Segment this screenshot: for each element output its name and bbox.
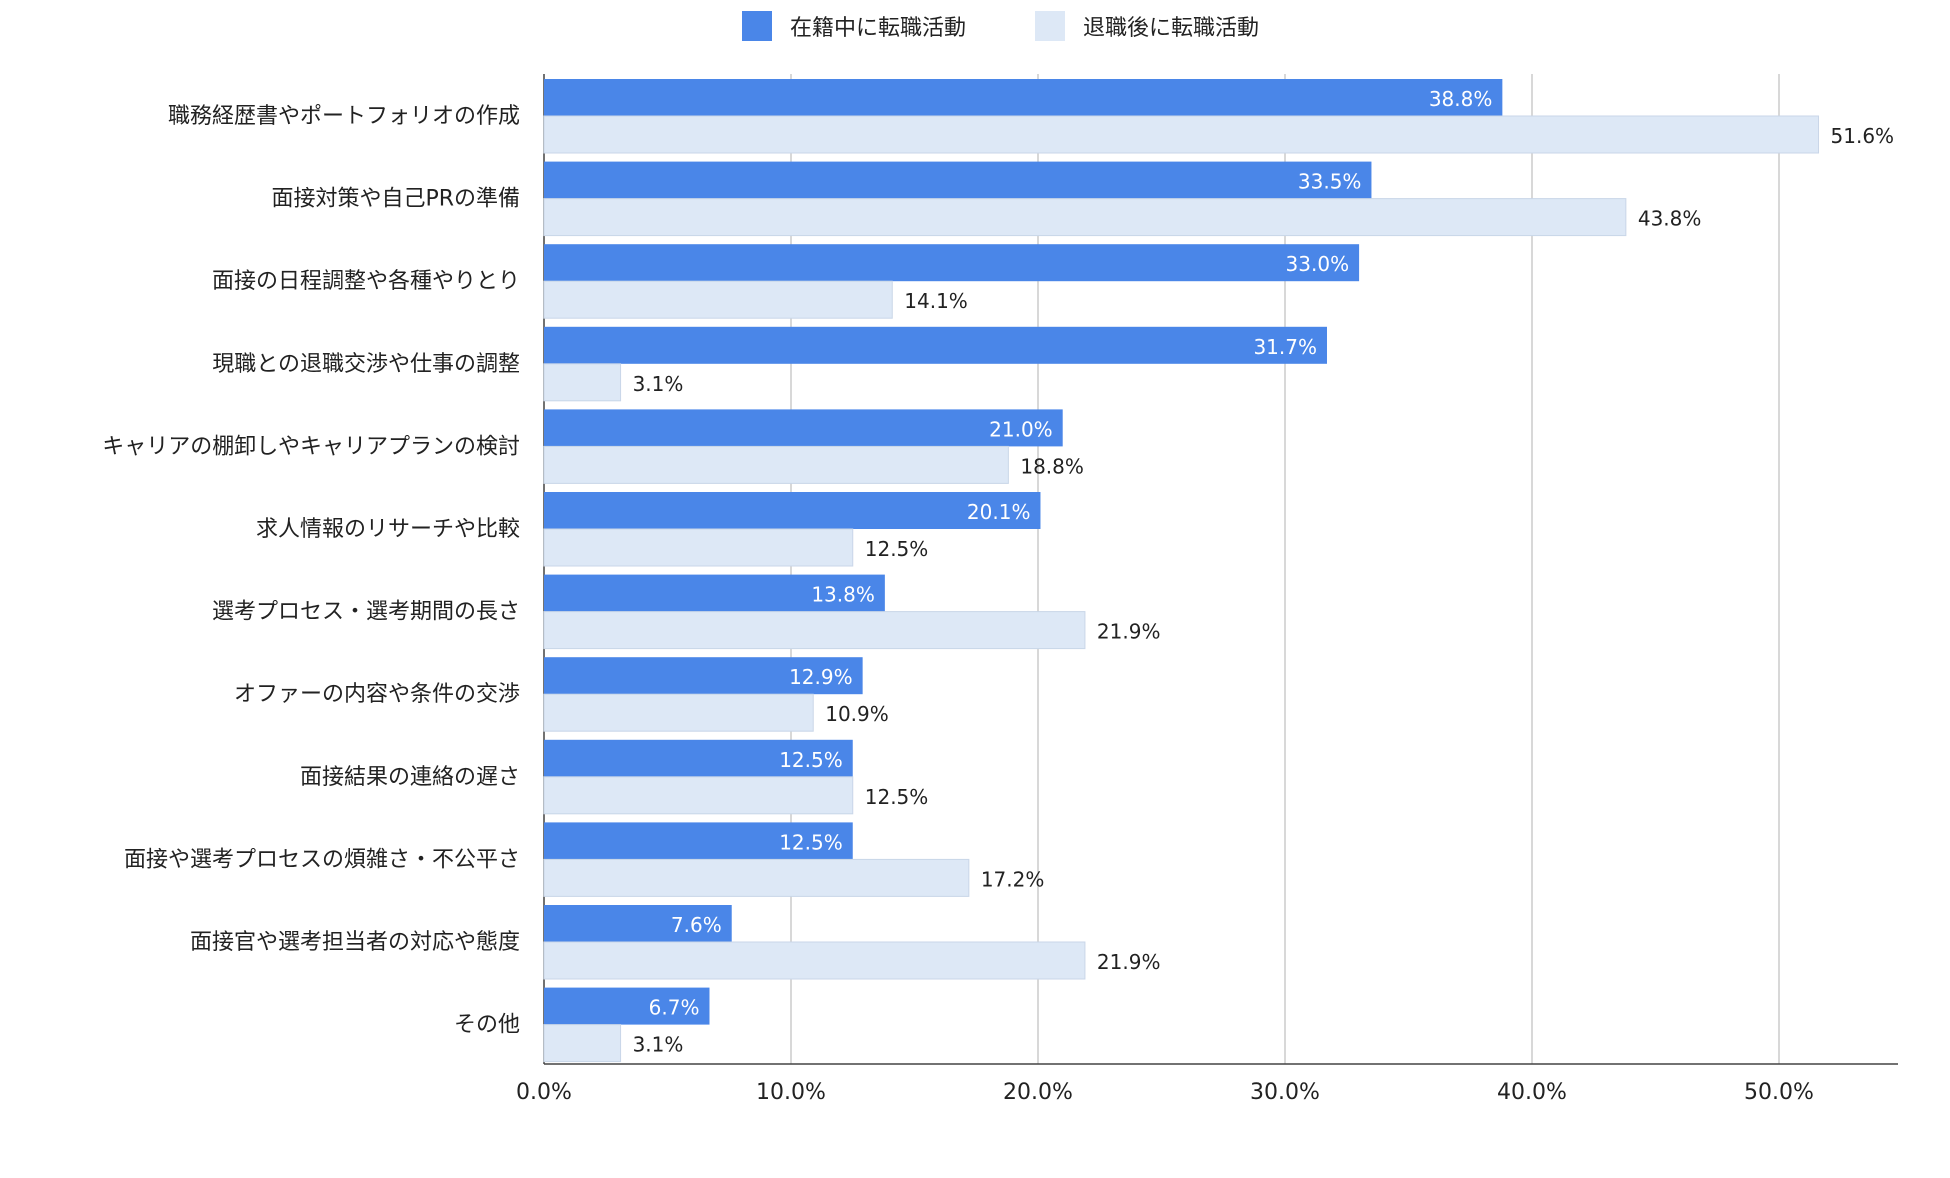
data-label-series-1: 12.5%	[779, 830, 843, 854]
x-tick-label: 50.0%	[1744, 1080, 1814, 1105]
category-label: 面接の日程調整や各種やりとり	[212, 269, 520, 294]
category-label: 面接官や選考担当者の対応や態度	[190, 930, 520, 955]
bar-series-2	[543, 280, 893, 319]
category-label: 面接や選考プロセスの煩雑さ・不公平さ	[124, 847, 520, 872]
data-label-series-1: 20.1%	[967, 500, 1031, 524]
data-label-series-1: 7.6%	[671, 913, 722, 937]
data-label-series-2: 51.6%	[1831, 124, 1895, 148]
bar-series-2	[543, 1024, 622, 1063]
bar-series-2	[543, 528, 854, 567]
category-label: キャリアの棚卸しやキャリアプランの検討	[102, 434, 520, 459]
data-label-series-2: 17.2%	[981, 867, 1045, 891]
category-label: 職務経歴書やポートフォリオの作成	[168, 104, 520, 129]
bar-series-2	[543, 115, 1820, 154]
category-label: オファーの内容や条件の交渉	[234, 682, 520, 707]
bar-series-2	[543, 445, 1009, 484]
data-label-series-1: 12.9%	[789, 665, 853, 689]
x-tick-label: 10.0%	[756, 1080, 826, 1105]
data-label-series-2: 12.5%	[865, 785, 929, 809]
bar-series-1	[544, 657, 863, 695]
data-label-series-1: 13.8%	[811, 583, 875, 607]
bar-series-1	[544, 574, 885, 612]
bar-series-2	[543, 941, 1086, 980]
category-label: 求人情報のリサーチや比較	[256, 517, 520, 542]
data-label-series-2: 21.9%	[1097, 950, 1161, 974]
bar-series-1	[544, 161, 1372, 199]
data-label-series-2: 12.5%	[865, 537, 929, 561]
bar-series-1	[544, 822, 853, 860]
data-label-series-1: 12.5%	[779, 748, 843, 772]
legend-label-series-2: 退職後に転職活動	[1083, 16, 1260, 41]
bar-series-1	[544, 987, 710, 1025]
x-tick-label: 30.0%	[1250, 1080, 1320, 1105]
legend-swatch-series-1	[742, 11, 772, 41]
data-label-series-2: 10.9%	[825, 702, 889, 726]
legend: 在籍中に転職活動 退職後に転職活動	[0, 8, 1950, 44]
bar-series-1	[544, 739, 853, 777]
x-tick-label: 40.0%	[1497, 1080, 1567, 1105]
x-tick-label: 0.0%	[516, 1080, 572, 1105]
data-label-series-2: 21.9%	[1097, 620, 1161, 644]
legend-item-series-2: 退職後に転職活動	[1035, 8, 1259, 44]
bar-series-2	[543, 693, 814, 732]
bar-series-1	[544, 905, 732, 942]
category-label: 面接対策や自己PRの準備	[271, 187, 520, 212]
data-label-series-2: 18.8%	[1020, 454, 1084, 478]
bar-series-2	[543, 198, 1627, 237]
legend-item-series-1: 在籍中に転職活動	[742, 8, 966, 44]
bar-series-1	[544, 244, 1360, 282]
data-label-series-2: 14.1%	[904, 289, 968, 313]
data-label-series-1: 33.5%	[1298, 170, 1362, 194]
category-label: 選考プロセス・選考期間の長さ	[212, 600, 520, 625]
bar-series-2	[543, 363, 622, 402]
data-label-series-1: 38.8%	[1429, 87, 1493, 111]
data-label-series-2: 3.1%	[633, 1033, 684, 1057]
bar-series-2	[543, 858, 970, 897]
bar-series-1	[544, 409, 1063, 447]
bar-series-2	[543, 776, 854, 815]
data-label-series-1: 33.0%	[1286, 252, 1350, 276]
data-label-series-2: 43.8%	[1638, 207, 1702, 231]
bar-series-2	[543, 611, 1086, 650]
data-label-series-1: 31.7%	[1253, 335, 1317, 359]
legend-swatch-series-2	[1035, 11, 1065, 41]
category-label: その他	[454, 1013, 520, 1038]
data-label-series-1: 6.7%	[649, 996, 700, 1020]
data-label-series-2: 3.1%	[633, 372, 684, 396]
bar-series-1	[544, 79, 1503, 116]
category-label: 面接結果の連絡の遅さ	[300, 765, 520, 790]
data-label-series-1: 21.0%	[989, 417, 1053, 441]
x-tick-label: 20.0%	[1003, 1080, 1073, 1105]
legend-label-series-1: 在籍中に転職活動	[790, 16, 967, 41]
bar-series-1	[544, 492, 1041, 529]
bar-series-1	[544, 326, 1327, 364]
category-label: 現職との退職交渉や仕事の調整	[212, 352, 520, 377]
